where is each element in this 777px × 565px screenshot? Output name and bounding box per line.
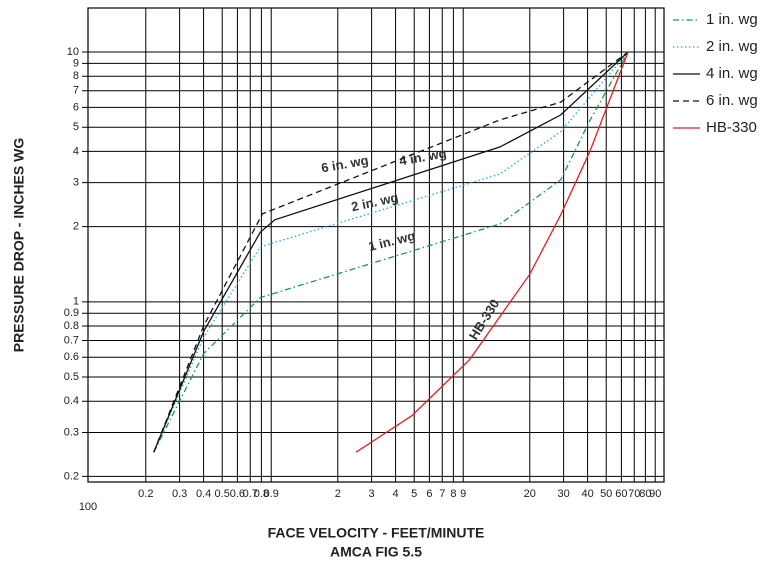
x-tick-label: 0.3 <box>172 488 187 500</box>
y-tick-label: 5 <box>73 121 79 133</box>
series-line <box>153 51 629 453</box>
y-tick-label: 0.4 <box>64 395 79 407</box>
x-tick-label: 30 <box>557 488 569 500</box>
x-tick-label: 20 <box>524 488 536 500</box>
series-line <box>153 51 629 453</box>
x-tick-label: 90 <box>649 488 661 500</box>
y-tick-label: 6 <box>73 101 79 113</box>
x-tick-label: 60 <box>615 488 627 500</box>
x-tick-label: 0.8 <box>254 488 269 500</box>
x-tick-label: 0.9 <box>264 488 279 500</box>
x-tick-label: 80 <box>639 488 651 500</box>
series-annotation: 1 in. wg <box>367 228 417 254</box>
y-tick-label: 3 <box>73 177 79 189</box>
y-tick-label: 1 <box>73 296 79 308</box>
subtitle: AMCA FIG 5.5 <box>330 544 422 560</box>
x-tick-label: 0.7 <box>243 488 258 500</box>
x-tick-label: 5 <box>411 488 417 500</box>
y-tick-label: 0.9 <box>64 307 79 319</box>
plot-frame <box>87 7 665 483</box>
x-tick-label: 0.6 <box>230 488 245 500</box>
x-tick-label: 40 <box>581 488 593 500</box>
x-tick-label: 0.2 <box>138 488 153 500</box>
legend-label: 4 in. wg <box>706 65 758 82</box>
series-annotation: 6 in. wg <box>320 152 370 175</box>
y-tick-label: 10 <box>67 46 79 58</box>
legend-label: 2 in. wg <box>706 38 758 55</box>
y-tick-label: 9 <box>73 57 79 69</box>
y-tick-label: 7 <box>73 85 79 97</box>
y-tick-label: 8 <box>73 70 79 82</box>
legend-label: 6 in. wg <box>706 92 758 109</box>
y-tick-label: 0.5 <box>64 371 79 383</box>
y-tick-label: 0.2 <box>64 470 79 482</box>
x-tick-label: 50 <box>600 488 612 500</box>
x-tick-label: 0.4 <box>196 488 211 500</box>
x-tick-label: 3 <box>369 488 375 500</box>
y-tick-label: 0.8 <box>64 320 79 332</box>
series-annotation: 4 in. wg <box>398 145 448 168</box>
series-line <box>153 51 629 453</box>
y-axis-label: PRESSURE DROP - INCHES WG <box>11 138 27 353</box>
series-annotation: HB-330 <box>466 296 502 342</box>
x-tick-label: 70 <box>628 488 640 500</box>
y-tick-label: 0.6 <box>64 351 79 363</box>
y-tick-label: 2 <box>73 221 79 233</box>
x-tick-label: 4 <box>393 488 399 500</box>
legend-label: HB-330 <box>706 119 757 136</box>
x-tick-label: 2 <box>335 488 341 500</box>
series-line <box>153 51 629 453</box>
legend-label: 1 in. wg <box>706 11 758 28</box>
y-tick-label: 0.3 <box>64 426 79 438</box>
x-tick-label: 0.5 <box>215 488 230 500</box>
y-tick-label: 0.7 <box>64 334 79 346</box>
y-tick-label: 4 <box>73 145 79 157</box>
x-axis-label: FACE VELOCITY - FEET/MINUTE <box>268 525 485 541</box>
series-line <box>355 51 629 453</box>
x-tick-label: 8 <box>450 488 456 500</box>
x-tick-label: 6 <box>426 488 432 500</box>
x-tick-label: 9 <box>460 488 466 500</box>
x-tick-label: 7 <box>439 488 445 500</box>
x-origin-label: 100 <box>79 501 97 513</box>
